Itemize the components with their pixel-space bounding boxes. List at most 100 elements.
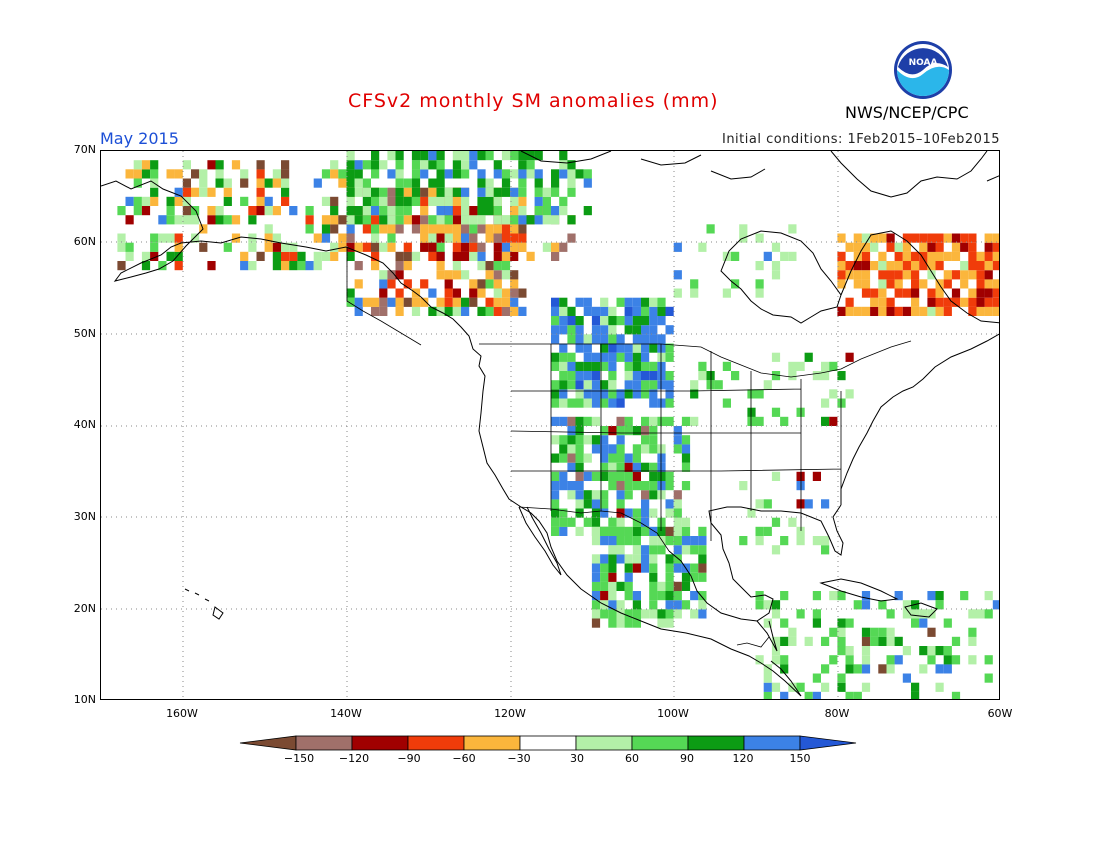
anomaly-cell (510, 233, 519, 243)
anomaly-cell (452, 297, 461, 307)
anomaly-cell (403, 178, 412, 188)
anomaly-cell (968, 288, 977, 298)
anomaly-cell (501, 215, 511, 225)
anomaly-cell (641, 499, 650, 509)
anomaly-cell (632, 389, 641, 399)
anomaly-cell (346, 206, 355, 216)
anomaly-cell (681, 545, 691, 555)
anomaly-cell (821, 398, 830, 408)
anomaly-cell (444, 169, 453, 179)
colorbar-tick: 90 (680, 752, 694, 765)
anomaly-cell (649, 343, 658, 353)
anomaly-cell (960, 233, 969, 243)
anomaly-cell (354, 297, 363, 307)
anomaly-cell (477, 178, 486, 188)
anomaly-cell (371, 187, 380, 197)
anomaly-cell (411, 215, 421, 225)
anomaly-cell (591, 591, 601, 601)
colorbar-bin (239, 735, 297, 751)
anomaly-cell (411, 306, 421, 316)
anomaly-cell (690, 572, 699, 582)
anomaly-cell (583, 206, 592, 216)
anomaly-cell (518, 196, 527, 206)
anomaly-cell (804, 636, 813, 646)
anomaly-cell (968, 297, 977, 307)
anomaly-cell (493, 242, 502, 252)
anomaly-cell (199, 242, 208, 252)
anomaly-cell (591, 490, 601, 500)
anomaly-cell (289, 242, 298, 252)
anomaly-cell (248, 215, 257, 225)
anomaly-cell (861, 655, 871, 665)
anomaly-cell (771, 352, 781, 362)
anomaly-cell (608, 316, 617, 326)
anomaly-cell (641, 481, 650, 491)
anomaly-cell (632, 426, 641, 436)
anomaly-cell (379, 215, 388, 225)
anomaly-cell (281, 178, 290, 188)
anomaly-cell (248, 206, 257, 216)
anomaly-cell (575, 169, 584, 179)
anomaly-cell (477, 306, 486, 316)
anomaly-cell (199, 169, 208, 179)
anomaly-cell (428, 215, 437, 225)
anomaly-cell (943, 655, 952, 665)
anomaly-cell (878, 664, 887, 674)
anomaly-cell (534, 196, 543, 206)
anomaly-cell (649, 536, 658, 546)
anomaly-cell (935, 288, 944, 298)
anomaly-cell (616, 618, 625, 628)
anomaly-cell (861, 306, 871, 316)
anomaly-cell (518, 306, 527, 316)
anomaly-cell (501, 187, 511, 197)
anomaly-cell (403, 297, 412, 307)
anomaly-cell (313, 233, 322, 243)
anomaly-cell (436, 233, 445, 243)
anomaly-cell (804, 352, 813, 362)
anomaly-cell (461, 242, 470, 252)
anomaly-cell (632, 508, 641, 518)
anomaly-cell (395, 215, 404, 225)
anomaly-cell (935, 251, 944, 261)
anomaly-cell (665, 380, 674, 390)
anomaly-cell (698, 545, 707, 555)
anomaly-cell (461, 297, 470, 307)
anomaly-cell (624, 471, 633, 481)
anomaly-cell (771, 600, 781, 610)
anomaly-cell (501, 151, 511, 161)
anomaly-cell (608, 481, 617, 491)
anomaly-cell (420, 215, 429, 225)
anomaly-cell (657, 398, 666, 408)
anomaly-cell (452, 306, 461, 316)
anomaly-cell (485, 206, 494, 216)
anomaly-cell (821, 682, 830, 692)
anomaly-cell (256, 178, 265, 188)
anomaly-cell (624, 609, 633, 619)
anomaly-cell (796, 526, 805, 536)
anomaly-cell (510, 279, 519, 289)
anomaly-cell (665, 499, 674, 509)
anomaly-cell (510, 169, 519, 179)
anomaly-cell (510, 306, 519, 316)
anomaly-cell (632, 352, 641, 362)
anomaly-cell (411, 160, 421, 170)
anomaly-cell (870, 242, 879, 252)
anomaly-cell (166, 215, 175, 225)
anomaly-cell (387, 224, 396, 234)
anomaly-cell (600, 536, 609, 546)
anomaly-cell (657, 481, 666, 491)
anomaly-cell (878, 233, 887, 243)
anomaly-cell (477, 224, 486, 234)
lon-label-120w: 120W (494, 707, 526, 720)
anomaly-cell (493, 288, 502, 298)
anomaly-cell (681, 435, 691, 445)
anomaly-cell (551, 215, 560, 225)
anomaly-cell (591, 517, 601, 527)
anomaly-cell (125, 215, 134, 225)
anomaly-cell (616, 499, 625, 509)
anomaly-cell (984, 288, 993, 298)
anomaly-cell (616, 526, 625, 536)
anomaly-cell (845, 306, 854, 316)
anomaly-cell (461, 224, 470, 234)
anomaly-cell (821, 545, 830, 555)
